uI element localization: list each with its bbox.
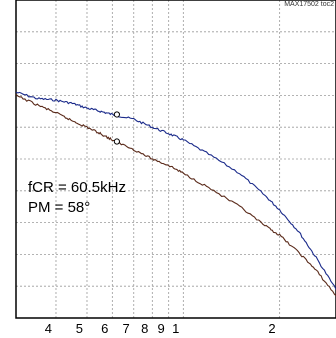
annotation: fCR = 60.5kHz PM = 58°: [28, 179, 126, 216]
marker-1: [113, 138, 120, 145]
marker-0: [113, 111, 120, 118]
x-tick-label: 2: [268, 321, 275, 336]
marker-layer: [113, 111, 120, 145]
x-tick-label: 8: [141, 321, 148, 336]
series-0-line: [15, 91, 336, 290]
series-1-line: [15, 93, 336, 297]
x-tick-label: 7: [123, 321, 130, 336]
series-layer: [15, 91, 336, 297]
vertical-grid: [55, 0, 281, 318]
crossover-frequency-annotation: fCR = 60.5kHz: [28, 179, 126, 196]
x-tick-label: 6: [101, 321, 108, 336]
x-tick-label: 5: [76, 321, 83, 336]
x-tick-label: 9: [157, 321, 164, 336]
phase-margin-annotation: PM = 58°: [28, 199, 90, 216]
figure-id: MAX17502 toc2: [284, 1, 334, 8]
horizontal-grid: [16, 31, 336, 287]
x-tick-label: 4: [45, 321, 52, 336]
plot-frame: [15, 0, 336, 319]
x-tick-label: 1: [172, 321, 179, 336]
